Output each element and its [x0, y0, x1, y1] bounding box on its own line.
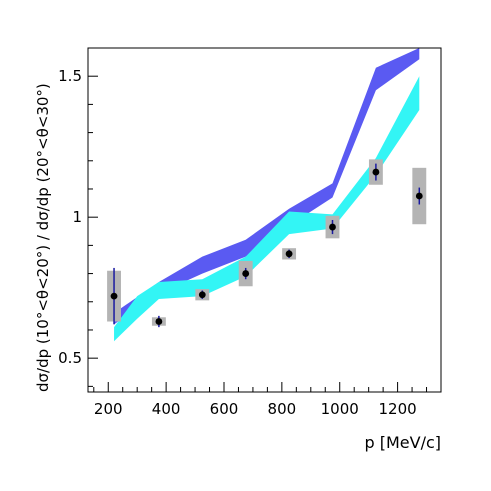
y-tick-label: 1.5 [58, 67, 82, 85]
x-tick-label: 1200 [379, 400, 417, 418]
data-point [110, 292, 118, 300]
data-point [329, 223, 336, 231]
x-tick-label: 600 [210, 400, 239, 418]
y-tick-label: 1 [72, 208, 82, 226]
x-axis-label: p [MeV/c] [364, 433, 441, 452]
y-axis-label: dσ/dp (10°<θ<20°) / dσ/dp (20°<θ<30°) [34, 83, 52, 392]
x-tick-label: 400 [152, 400, 181, 418]
y-tick-label: 0.5 [58, 349, 82, 367]
bands-layer [114, 48, 420, 342]
data-point [155, 318, 163, 325]
x-tick-label: 200 [94, 400, 123, 418]
plot-frame [87, 47, 442, 393]
data-point [415, 192, 423, 200]
x-tick-label: 1000 [321, 400, 359, 418]
data-point [285, 250, 293, 258]
data-point [198, 291, 206, 299]
axes-layer: 200 400 600 800 1000 1200 0.5 1 1.5 [58, 47, 428, 418]
data-points-layer [110, 163, 423, 328]
data-point [242, 270, 250, 277]
x-tick-label: 800 [268, 400, 297, 418]
data-point [372, 168, 380, 176]
band-2 [114, 76, 420, 342]
